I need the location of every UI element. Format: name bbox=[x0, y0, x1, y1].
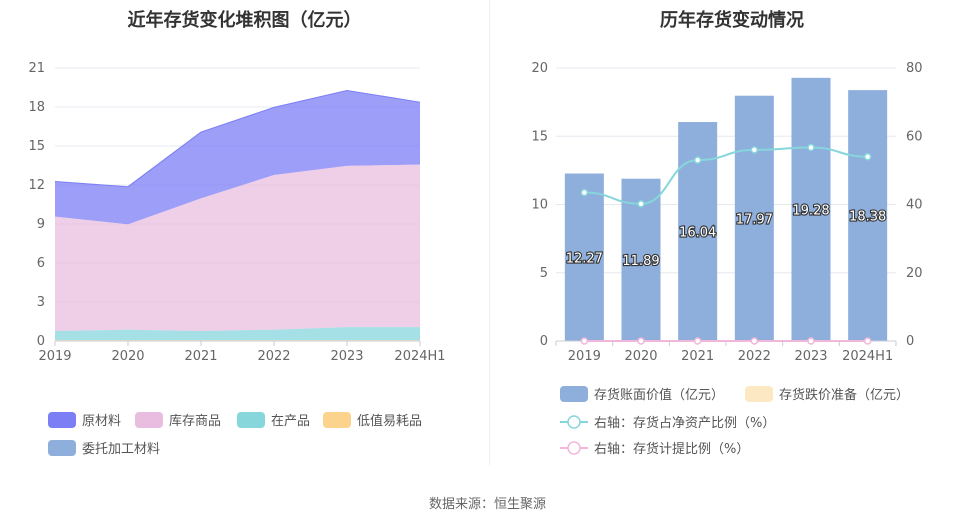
bar-data-label: 17.97 bbox=[736, 212, 773, 227]
left-x-tick-label: 2022 bbox=[257, 349, 290, 364]
line-point bbox=[807, 337, 815, 345]
bar-data-label: 16.04 bbox=[679, 226, 716, 241]
line-point bbox=[863, 152, 872, 161]
data-source-note: 数据来源：恒生聚源 bbox=[428, 497, 546, 512]
line-point bbox=[637, 200, 645, 208]
right-axis-tick-label: 40 bbox=[906, 198, 923, 213]
area-原材料 bbox=[55, 90, 420, 225]
legend-label: 原材料 bbox=[82, 414, 121, 429]
left-x-tick-label: 2021 bbox=[184, 349, 217, 364]
legend-swatch-原材料 bbox=[48, 412, 76, 428]
left-x-tick-label: 2024H1 bbox=[394, 349, 445, 364]
legend-label: 委托加工材料 bbox=[82, 442, 160, 457]
left-y-tick-label: 21 bbox=[28, 61, 45, 76]
legend-swatch-存货跌价准备（亿元） bbox=[745, 386, 773, 402]
right-x-tick-label: 2024H1 bbox=[842, 349, 893, 364]
left-axis-tick-label: 15 bbox=[531, 129, 548, 144]
line-point bbox=[580, 188, 589, 197]
bar-data-label: 12.27 bbox=[566, 251, 603, 266]
left-x-tick-label: 2020 bbox=[111, 349, 144, 364]
left-axis-tick-label: 20 bbox=[531, 61, 548, 76]
bar-inventory-book-value bbox=[791, 77, 831, 341]
line-point bbox=[750, 337, 759, 345]
right-axis-tick-label: 0 bbox=[906, 334, 914, 349]
area-库存商品 bbox=[55, 164, 420, 331]
chart-divider bbox=[489, 0, 490, 465]
left-y-tick-label: 12 bbox=[28, 178, 45, 193]
legend-swatch-在产品 bbox=[237, 412, 265, 428]
line-point bbox=[637, 337, 645, 345]
right-x-tick-label: 2022 bbox=[738, 349, 771, 364]
left-x-tick-label: 2023 bbox=[330, 349, 363, 364]
right-x-tick-label: 2020 bbox=[624, 349, 657, 364]
bar-data-label: 19.28 bbox=[792, 203, 829, 218]
right-axis-tick-label: 80 bbox=[906, 61, 923, 76]
line-右轴：存货占净资产比例（%） bbox=[584, 146, 868, 205]
right-axis-tick-label: 20 bbox=[906, 266, 923, 281]
legend-label: 右轴：存货占净资产比例（%） bbox=[594, 415, 775, 431]
area-total-outline bbox=[54, 89, 421, 188]
line-point bbox=[863, 337, 872, 345]
left-y-tick-label: 3 bbox=[37, 295, 45, 310]
right-x-tick-label: 2021 bbox=[681, 349, 714, 364]
legend-marker bbox=[567, 441, 581, 455]
legend-swatch-低值易耗品 bbox=[323, 412, 351, 428]
legend-label: 在产品 bbox=[271, 414, 310, 429]
legend-label: 存货跌价准备（亿元） bbox=[779, 387, 909, 403]
left-y-tick-label: 18 bbox=[28, 100, 45, 115]
right-x-tick-label: 2023 bbox=[794, 349, 827, 364]
bar-data-label: 11.89 bbox=[622, 254, 659, 269]
left-y-tick-label: 6 bbox=[37, 256, 45, 271]
line-point bbox=[750, 146, 759, 154]
right-chart-title: 历年存货变动情况 bbox=[660, 10, 804, 31]
bar-inventory-book-value bbox=[848, 90, 888, 341]
legend-label: 低值易耗品 bbox=[357, 413, 422, 429]
left-y-tick-label: 15 bbox=[28, 139, 45, 154]
left-y-tick-label: 0 bbox=[37, 334, 45, 349]
legend-label: 右轴：存货计提比例（%） bbox=[594, 441, 749, 457]
legend-swatch-库存商品 bbox=[135, 412, 163, 428]
left-axis-tick-label: 10 bbox=[531, 198, 548, 213]
line-point bbox=[693, 337, 702, 345]
line-point bbox=[580, 337, 589, 345]
legend-label: 存货账面价值（亿元） bbox=[594, 387, 724, 403]
bar-inventory-book-value bbox=[564, 173, 604, 341]
right-x-tick-label: 2019 bbox=[568, 349, 601, 364]
line-point bbox=[807, 143, 815, 152]
right-axis-tick-label: 60 bbox=[906, 129, 923, 144]
legend-swatch-委托加工材料 bbox=[48, 440, 76, 456]
legend-swatch-存货账面价值（亿元） bbox=[560, 386, 588, 402]
bar-data-label: 18.38 bbox=[849, 210, 886, 225]
left-y-tick-label: 9 bbox=[37, 217, 45, 232]
bar-inventory-book-value bbox=[734, 95, 774, 341]
legend-label: 库存商品 bbox=[169, 413, 221, 429]
area-在产品 bbox=[55, 327, 420, 341]
left-axis-tick-label: 5 bbox=[540, 266, 548, 281]
legend-marker bbox=[567, 415, 581, 429]
left-x-tick-label: 2019 bbox=[38, 349, 71, 364]
left-chart-title: 近年存货变化堆积图（亿元） bbox=[127, 10, 362, 31]
left-axis-tick-label: 0 bbox=[540, 334, 548, 349]
line-point bbox=[693, 156, 702, 164]
